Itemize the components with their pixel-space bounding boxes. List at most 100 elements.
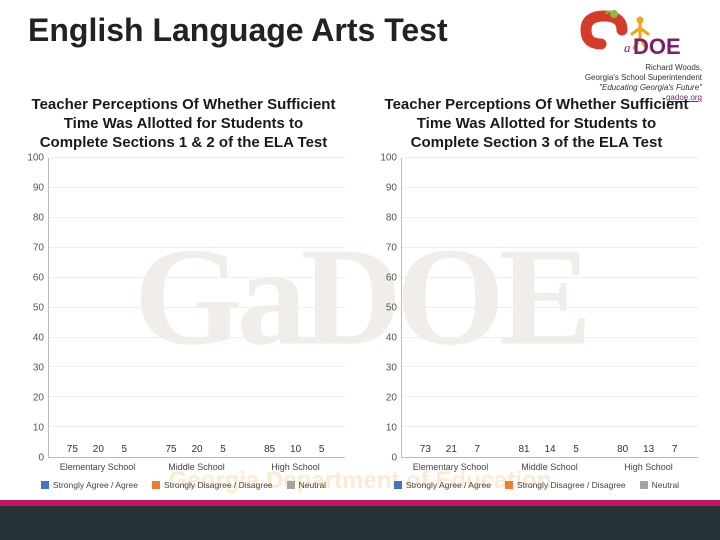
- legend-label: Strongly Disagree / Disagree: [164, 480, 273, 490]
- legend-item: Strongly Agree / Agree: [394, 480, 491, 490]
- bar-group: 75 20 5: [49, 158, 148, 457]
- bar-wrap: 5: [311, 444, 333, 457]
- chart-row: Teacher Perceptions Of Whether Sufficien…: [22, 96, 698, 490]
- y-tick: 0: [391, 453, 397, 464]
- footer-bar: [0, 506, 720, 540]
- bar-wrap: 13: [638, 444, 660, 457]
- bar-value-label: 21: [446, 444, 457, 455]
- y-tick: 10: [33, 423, 44, 434]
- bar-wrap: 5: [113, 444, 135, 457]
- bar-value-label: 14: [544, 444, 555, 455]
- bar-value-label: 85: [264, 444, 275, 455]
- plot-area: 73 21 7 81 14 5 80 13 7: [401, 158, 698, 458]
- bar-value-label: 81: [518, 444, 529, 455]
- x-tick-label: Elementary School: [48, 458, 147, 472]
- bar-group: 73 21 7: [402, 158, 501, 457]
- y-tick: 60: [33, 273, 44, 284]
- y-tick: 30: [33, 363, 44, 374]
- legend-swatch: [41, 481, 49, 489]
- legend-swatch: [640, 481, 648, 489]
- chart-title: Teacher Perceptions Of Whether Sufficien…: [22, 96, 345, 158]
- bar-wrap: 85: [259, 444, 281, 457]
- x-tick-label: High School: [599, 458, 698, 472]
- bar-wrap: 20: [87, 444, 109, 457]
- bar-value-label: 10: [290, 444, 301, 455]
- bar-groups: 75 20 5 75 20 5 85 10 5: [49, 158, 345, 457]
- x-tick-label: Middle School: [147, 458, 246, 472]
- legend-swatch: [505, 481, 513, 489]
- bar-value-label: 75: [165, 444, 176, 455]
- y-tick: 70: [33, 243, 44, 254]
- gadoe-logo: a DOE: [576, 8, 696, 63]
- plot-area: 75 20 5 75 20 5 85 10 5: [48, 158, 345, 458]
- y-tick: 10: [386, 423, 397, 434]
- bar-wrap: 73: [414, 444, 436, 457]
- bar-wrap: 80: [612, 444, 634, 457]
- x-tick-label: Middle School: [500, 458, 599, 472]
- y-tick: 80: [33, 213, 44, 224]
- bar-wrap: 81: [513, 444, 535, 457]
- credit-line2: Georgia's School Superintendent: [585, 73, 702, 83]
- bar-value-label: 7: [475, 444, 481, 455]
- legend-swatch: [287, 481, 295, 489]
- plot: 0102030405060708090100752057520585105: [22, 158, 345, 458]
- bar-groups: 73 21 7 81 14 5 80 13 7: [402, 158, 698, 457]
- bar-wrap: 5: [565, 444, 587, 457]
- y-tick: 60: [386, 273, 397, 284]
- svg-text:DOE: DOE: [633, 34, 681, 59]
- legend-item: Strongly Agree / Agree: [41, 480, 138, 490]
- y-axis: 0102030405060708090100: [22, 158, 48, 458]
- y-tick: 50: [386, 303, 397, 314]
- legend-label: Strongly Disagree / Disagree: [517, 480, 626, 490]
- chart: Teacher Perceptions Of Whether Sufficien…: [22, 96, 345, 490]
- legend: Strongly Agree / Agree Strongly Disagree …: [375, 472, 698, 490]
- legend-label: Neutral: [652, 480, 679, 490]
- x-tick-label: High School: [246, 458, 345, 472]
- bar-group: 75 20 5: [148, 158, 247, 457]
- bar-value-label: 20: [93, 444, 104, 455]
- bar-wrap: 20: [186, 444, 208, 457]
- x-tick-label: Elementary School: [401, 458, 500, 472]
- y-tick: 0: [38, 453, 44, 464]
- bar-value-label: 20: [191, 444, 202, 455]
- bar-value-label: 5: [122, 444, 128, 455]
- bar-value-label: 5: [220, 444, 226, 455]
- bar-value-label: 75: [67, 444, 78, 455]
- bar-wrap: 14: [539, 444, 561, 457]
- bar-value-label: 7: [672, 444, 678, 455]
- credit-slogan: "Educating Georgia's Future": [585, 83, 702, 93]
- legend-item: Strongly Disagree / Disagree: [152, 480, 273, 490]
- bar-group: 85 10 5: [246, 158, 345, 457]
- bar-value-label: 80: [617, 444, 628, 455]
- y-tick: 20: [33, 393, 44, 404]
- chart-title: Teacher Perceptions Of Whether Sufficien…: [375, 96, 698, 158]
- credit-line1: Richard Woods,: [585, 63, 702, 73]
- chart: Teacher Perceptions Of Whether Sufficien…: [375, 96, 698, 490]
- legend-label: Strongly Agree / Agree: [406, 480, 491, 490]
- legend-item: Strongly Disagree / Disagree: [505, 480, 626, 490]
- plot: 0102030405060708090100732178114580137: [375, 158, 698, 458]
- page-title: English Language Arts Test: [28, 12, 448, 49]
- legend-label: Strongly Agree / Agree: [53, 480, 138, 490]
- bar-value-label: 5: [573, 444, 579, 455]
- bar-wrap: 75: [61, 444, 83, 457]
- y-tick: 20: [386, 393, 397, 404]
- svg-text:a: a: [624, 40, 631, 55]
- legend: Strongly Agree / Agree Strongly Disagree …: [22, 472, 345, 490]
- legend-label: Neutral: [299, 480, 326, 490]
- x-axis-labels: Elementary SchoolMiddle SchoolHigh Schoo…: [375, 458, 698, 472]
- legend-swatch: [152, 481, 160, 489]
- bar-value-label: 5: [319, 444, 325, 455]
- bar-group: 80 13 7: [599, 158, 698, 457]
- legend-swatch: [394, 481, 402, 489]
- y-axis: 0102030405060708090100: [375, 158, 401, 458]
- bar-wrap: 5: [212, 444, 234, 457]
- bar-wrap: 7: [664, 444, 686, 457]
- bar-value-label: 13: [643, 444, 654, 455]
- x-axis-labels: Elementary SchoolMiddle SchoolHigh Schoo…: [22, 458, 345, 472]
- y-tick: 40: [33, 333, 44, 344]
- y-tick: 50: [33, 303, 44, 314]
- y-tick: 70: [386, 243, 397, 254]
- y-tick: 40: [386, 333, 397, 344]
- y-tick: 90: [33, 183, 44, 194]
